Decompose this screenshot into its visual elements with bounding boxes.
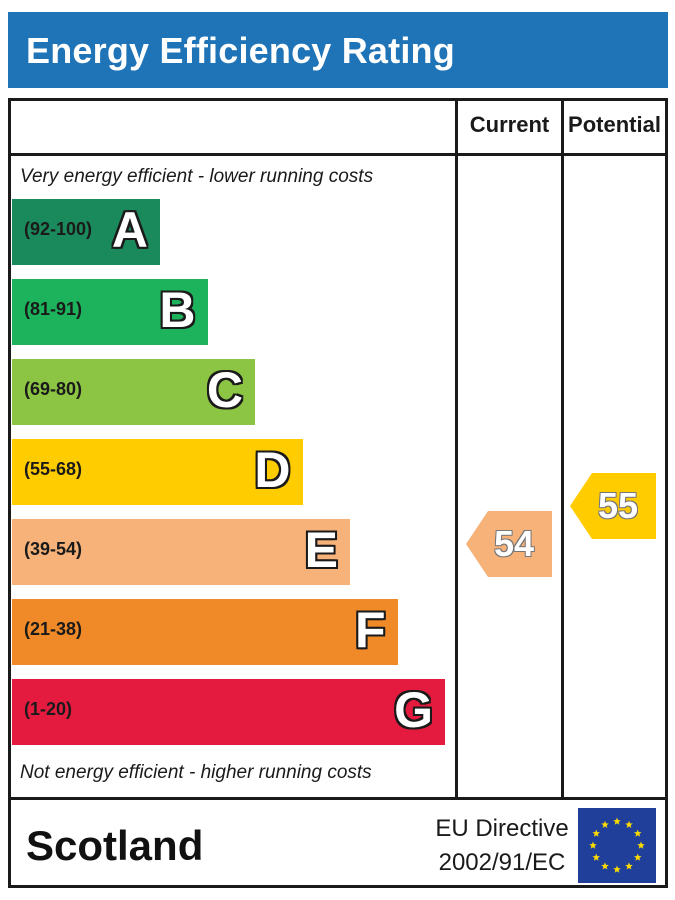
current-rating-arrow-shape <box>466 511 552 577</box>
band-range-label: (39-54) <box>24 539 83 559</box>
column-header-potential: Potential <box>568 112 661 137</box>
band-letter: F <box>354 602 386 658</box>
rating-frame <box>8 98 668 888</box>
band-letter: D <box>254 442 291 498</box>
page-title: Energy Efficiency Rating <box>26 30 455 71</box>
column-divider-left <box>455 98 458 800</box>
band-letter: E <box>304 522 338 578</box>
flag-star-icon <box>613 865 621 873</box>
band-g: (1-20) G <box>12 679 445 745</box>
flag-star-icon <box>633 853 642 861</box>
flag-star-icon <box>601 862 609 870</box>
footer-divider <box>8 797 668 800</box>
potential-rating-arrow <box>570 473 656 539</box>
band-range-label: (92-100) <box>24 219 93 239</box>
band-range-label: (21-38) <box>24 619 83 639</box>
directive-line-2: 2002/91/EC <box>438 849 566 876</box>
country-label: Scotland <box>26 822 204 869</box>
band-b: (81-91) B <box>12 279 208 345</box>
band-d: (55-68) D <box>12 439 303 505</box>
current-rating-arrow <box>466 511 552 577</box>
eu-flag-icon <box>578 808 656 883</box>
band-letter: G <box>394 682 433 738</box>
flag-star-icon <box>637 841 645 849</box>
band-a: (92-100) A <box>12 199 160 265</box>
flag-star-icon <box>589 841 597 849</box>
header-row-divider <box>8 153 668 156</box>
band-range-label: (81-91) <box>24 299 83 319</box>
flag-star-icon <box>592 829 601 837</box>
band-letter: C <box>206 362 243 418</box>
band-c: (69-80) C <box>12 359 255 425</box>
band-range-label: (69-80) <box>24 379 83 399</box>
header-bar: Energy Efficiency Rating <box>8 12 668 88</box>
caption-inefficient: Not energy efficient - higher running co… <box>20 762 372 783</box>
flag-star-icon <box>625 862 633 870</box>
flag-star-icon <box>592 853 601 861</box>
column-divider-right <box>561 98 564 800</box>
eu-flag-stars <box>589 817 645 873</box>
current-rating-value: 54 <box>494 523 535 564</box>
caption-efficient: Very energy efficient - lower running co… <box>20 166 374 187</box>
directive-line-1: EU Directive <box>435 815 569 842</box>
eu-directive: EU Directive 2002/91/EC <box>432 812 572 880</box>
band-e: (39-54) E <box>12 519 350 585</box>
band-letter: B <box>159 282 196 338</box>
flag-star-icon <box>633 829 642 837</box>
flag-star-icon <box>613 817 621 825</box>
band-range-label: (55-68) <box>24 459 83 479</box>
column-header-current: Current <box>469 112 550 137</box>
flag-star-icon <box>601 820 609 828</box>
flag-star-icon <box>625 820 633 828</box>
potential-rating-arrow-shape <box>570 473 656 539</box>
band-f: (21-38) F <box>12 599 398 665</box>
band-range-label: (1-20) <box>24 699 73 719</box>
potential-rating-value: 55 <box>598 485 639 526</box>
band-letter: A <box>111 202 148 258</box>
